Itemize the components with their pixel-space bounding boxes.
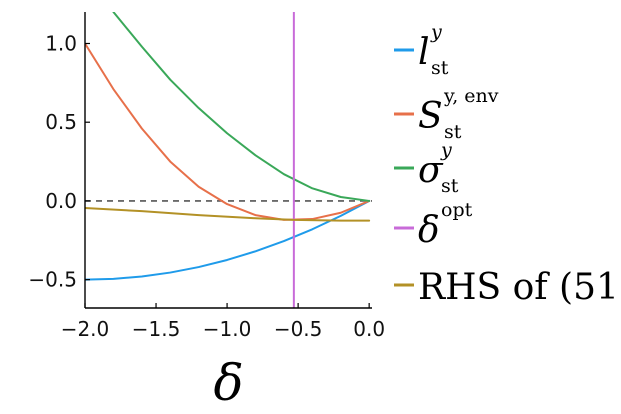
y-tick-label: 0.0	[45, 189, 77, 213]
legend-label-l: l	[418, 32, 430, 73]
x-axis-label: δ	[213, 354, 243, 412]
x-tick-label: −0.5	[274, 317, 323, 341]
legend-subscript-l: st	[431, 57, 449, 79]
legend-superscript-l: y	[430, 21, 442, 43]
legend-label-rhs: RHS of (51)	[418, 267, 621, 308]
y-tick-label: 1.0	[45, 31, 77, 55]
legend-subscript-S: st	[444, 121, 462, 143]
y-tick-label: 0.5	[45, 110, 77, 134]
legend-superscript-sigma: y	[440, 139, 452, 161]
y-tick-label: −0.5	[28, 268, 77, 292]
legend-label-S: S	[418, 96, 443, 137]
series-line-S	[85, 42, 371, 221]
x-tick-label: −2.0	[61, 317, 110, 341]
legend-superscript-delta_opt: opt	[441, 199, 473, 221]
series-line-sigma	[112, 12, 371, 202]
x-tick-label: 0.0	[353, 317, 385, 341]
series-line-rhs	[85, 207, 371, 222]
legend-superscript-S: y, env	[443, 85, 499, 107]
series-line-l	[85, 199, 371, 281]
legend-label-delta_opt: δ	[418, 210, 440, 251]
x-tick-label: −1.5	[132, 317, 181, 341]
x-tick-label: −1.0	[203, 317, 252, 341]
legend-label-sigma: σ	[418, 150, 444, 191]
legend-subscript-sigma: st	[441, 175, 459, 197]
